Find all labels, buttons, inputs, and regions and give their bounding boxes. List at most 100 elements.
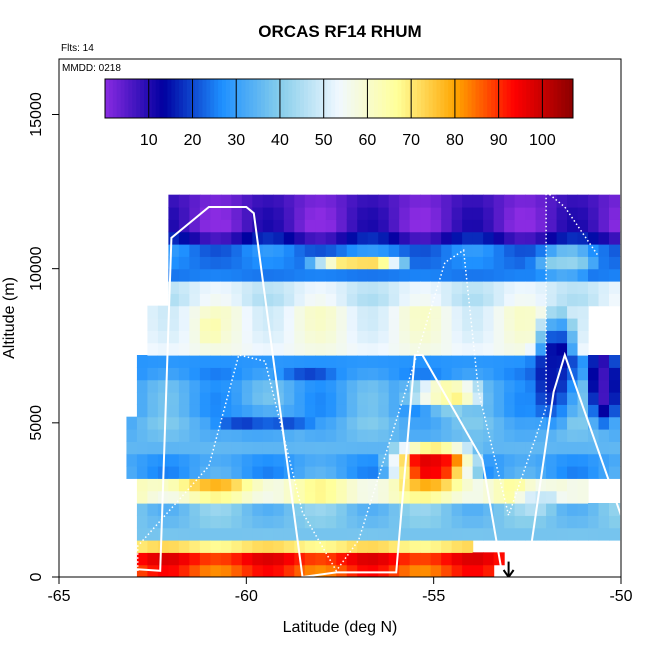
heatmap-cell bbox=[567, 269, 578, 282]
heatmap-cell bbox=[221, 281, 232, 294]
heatmap-cell bbox=[231, 195, 242, 208]
colorbar-swatch bbox=[121, 79, 125, 118]
heatmap-cell bbox=[305, 392, 316, 405]
heatmap-cell bbox=[347, 417, 358, 430]
heatmap-cell bbox=[525, 417, 536, 430]
heatmap-cell bbox=[305, 528, 316, 541]
heatmap-cell bbox=[431, 429, 442, 442]
heatmap-cell bbox=[368, 441, 379, 454]
heatmap-cell bbox=[179, 232, 190, 245]
heatmap-cell bbox=[294, 429, 305, 442]
heatmap-cell bbox=[588, 355, 599, 368]
heatmap-cell bbox=[567, 503, 578, 516]
heatmap-cell bbox=[567, 515, 578, 528]
heatmap-cell bbox=[221, 466, 232, 479]
heatmap-cell bbox=[231, 503, 242, 516]
heatmap-cell bbox=[137, 528, 148, 541]
heatmap-cell bbox=[347, 491, 358, 504]
heatmap-cell bbox=[305, 330, 316, 343]
heatmap-cell bbox=[557, 306, 568, 319]
heatmap-cell bbox=[221, 367, 232, 380]
heatmap-cell bbox=[252, 330, 263, 343]
heatmap-cell bbox=[168, 466, 179, 479]
heatmap-cell bbox=[294, 269, 305, 282]
heatmap-cell bbox=[441, 491, 452, 504]
heatmap-cell bbox=[462, 318, 473, 331]
heatmap-cell bbox=[347, 552, 358, 565]
heatmap-cell bbox=[210, 207, 221, 220]
heatmap-cell bbox=[168, 454, 179, 467]
heatmap-cell bbox=[294, 355, 305, 368]
heatmap-cell bbox=[305, 429, 316, 442]
heatmap-cell bbox=[410, 552, 421, 565]
heatmap-cell bbox=[483, 380, 494, 393]
heatmap-cell bbox=[410, 195, 421, 208]
heatmap-cell bbox=[504, 367, 515, 380]
heatmap-cell bbox=[557, 207, 568, 220]
heatmap-cell bbox=[410, 207, 421, 220]
heatmap-cell bbox=[599, 207, 610, 220]
heatmap-cell bbox=[242, 528, 253, 541]
heatmap-cell bbox=[546, 441, 557, 454]
heatmap-cell bbox=[294, 343, 305, 356]
heatmap-cell bbox=[578, 466, 589, 479]
heatmap-cell bbox=[546, 281, 557, 294]
heatmap-cell bbox=[336, 454, 347, 467]
heatmap-cell bbox=[389, 281, 400, 294]
heatmap-cell bbox=[441, 565, 452, 578]
heatmap-cell bbox=[147, 491, 158, 504]
heatmap-cell bbox=[483, 269, 494, 282]
heatmap-cell bbox=[389, 207, 400, 220]
heatmap-cell bbox=[357, 503, 368, 516]
heatmap-cell bbox=[305, 318, 316, 331]
heatmap-cell bbox=[242, 540, 253, 553]
heatmap-cell bbox=[252, 491, 263, 504]
heatmap-cell bbox=[326, 367, 337, 380]
heatmap-cell bbox=[347, 219, 358, 232]
heatmap-cell bbox=[168, 515, 179, 528]
heatmap-cell bbox=[326, 404, 337, 417]
heatmap-cell bbox=[200, 503, 211, 516]
heatmap-cell bbox=[315, 293, 326, 306]
heatmap-cell bbox=[462, 565, 473, 578]
heatmap-cell bbox=[210, 565, 221, 578]
heatmap-cell bbox=[525, 256, 536, 269]
colorbar-swatch bbox=[125, 79, 129, 118]
colorbar-swatch bbox=[390, 79, 394, 118]
heatmap-cell bbox=[242, 256, 253, 269]
heatmap-cell bbox=[189, 244, 200, 257]
heatmap-cell bbox=[504, 454, 515, 467]
heatmap-cell bbox=[326, 380, 337, 393]
heatmap-cell bbox=[336, 195, 347, 208]
heatmap-cell bbox=[221, 318, 232, 331]
heatmap-cell bbox=[263, 429, 274, 442]
heatmap-cell bbox=[420, 491, 431, 504]
heatmap-cell bbox=[179, 441, 190, 454]
colorbar-swatch bbox=[554, 79, 558, 118]
heatmap-cell bbox=[452, 466, 463, 479]
heatmap-cell bbox=[420, 540, 431, 553]
heatmap-cell bbox=[231, 367, 242, 380]
heatmap-cell bbox=[578, 515, 589, 528]
heatmap-cell bbox=[483, 306, 494, 319]
heatmap-cell bbox=[588, 466, 599, 479]
heatmap-cell bbox=[368, 219, 379, 232]
heatmap-cell bbox=[483, 293, 494, 306]
heatmap-cell bbox=[231, 540, 242, 553]
colorbar-tick-label: 10 bbox=[140, 132, 158, 149]
heatmap-cell bbox=[347, 466, 358, 479]
heatmap-cell bbox=[578, 219, 589, 232]
heatmap-cell bbox=[168, 306, 179, 319]
heatmap-cell bbox=[168, 540, 179, 553]
heatmap-cell bbox=[126, 466, 137, 479]
heatmap-cell bbox=[483, 343, 494, 356]
heatmap-cell bbox=[210, 528, 221, 541]
heatmap-cell bbox=[252, 281, 263, 294]
heatmap-cell bbox=[231, 269, 242, 282]
heatmap-cell bbox=[326, 318, 337, 331]
heatmap-cell bbox=[588, 269, 599, 282]
heatmap-cell bbox=[221, 565, 232, 578]
heatmap-cell bbox=[483, 417, 494, 430]
heatmap-cell bbox=[357, 306, 368, 319]
heatmap-cell bbox=[137, 429, 148, 442]
